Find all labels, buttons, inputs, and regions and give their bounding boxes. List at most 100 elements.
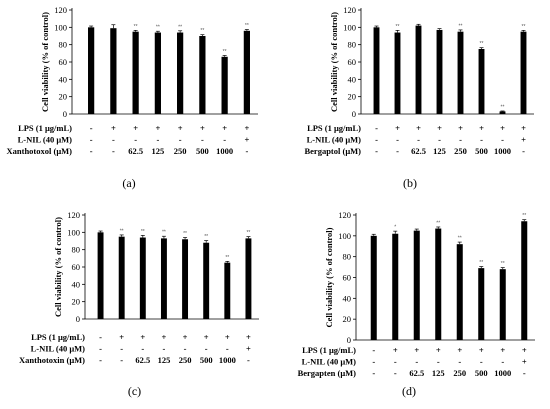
chart-svg: 0 20 40 60 80 100 120 Cell viability (% of cont… [304,5,534,190]
treatment-cell: + [244,123,249,133]
y-tick-label: 40 [59,74,68,84]
y-tick-label: 60 [59,57,68,67]
y-tick-label: 40 [72,279,81,289]
treatment-cell: - [120,344,123,354]
chart-panel-b: 0 20 40 60 80 100 120 Cell viability (% of cont… [275,0,550,204]
treatment-cell: - [372,345,375,355]
significance-mark: ** [120,228,124,234]
treatment-cell: + [244,135,249,145]
treatment-row-label: Xanthotoxol (μM) [7,146,73,156]
treatment-cell: - [90,123,93,133]
treatment-cell: 125 [158,355,171,365]
bar [110,28,117,115]
treatment-cell: 250 [179,355,192,365]
treatment-row-label: LPS (1 μg/mL) [18,123,72,133]
treatment-cell: + [204,332,209,342]
treatment-cell: - [112,135,115,145]
treatment-cell: - [141,344,144,354]
bar [224,262,231,319]
y-tick-label: 120 [338,210,351,220]
treatment-cell: - [375,146,378,156]
significance-mark: ** [223,49,227,55]
treatment-cell: - [112,146,115,156]
significance-mark: ** [436,220,440,226]
panel-label: (a) [122,176,135,190]
treatment-cell: 62.5 [128,146,143,156]
y-tick-label: 60 [343,273,352,283]
y-axis-label: Cell viability (% of control) [40,12,50,112]
y-axis-label: Cell viability (% of control) [324,227,334,327]
treatment-cell: 1000 [494,146,511,156]
y-tick-label: 120 [67,210,80,220]
treatment-cell: 250 [454,146,467,156]
treatment-cell: - [201,135,204,145]
treatment-row-label: L-NIL (40 μM) [302,357,357,367]
bar [88,27,95,114]
treatment-cell: - [394,368,397,378]
significance-mark: ** [458,236,462,242]
significance-mark: ** [245,23,249,29]
significance-mark: ** [501,104,505,110]
treatment-cell: 125 [433,146,446,156]
y-tick-label: 20 [72,297,81,307]
treatment-cell: + [178,123,183,133]
treatment-cell: 500 [475,368,488,378]
bar [199,36,206,114]
bar [436,29,443,114]
y-tick-label: 100 [67,227,80,237]
bar [245,238,252,319]
significance-mark: ** [479,260,483,266]
bar [139,237,146,319]
treatment-cell: - [501,357,504,367]
treatment-cell: + [500,123,505,133]
y-tick-label: 20 [343,314,352,324]
treatment-cell: - [226,344,229,354]
chart-panel-a: 0 20 40 60 80 100 120 Cell viability (% of cont… [0,0,275,204]
significance-mark: ** [141,229,145,235]
treatment-cell: - [90,146,93,156]
treatment-row-label: LPS (1 μg/mL) [302,345,356,355]
treatment-cell: - [205,344,208,354]
treatment-cell: - [523,368,526,378]
panel-label: (c) [128,384,141,398]
significance-mark: ** [134,24,138,30]
bar [435,228,442,340]
y-tick-label: 20 [59,92,68,102]
y-tick-label: 60 [72,262,81,272]
treatment-row-label: L-NIL (40 μM) [18,135,73,145]
y-tick-label: 0 [76,314,80,324]
y-tick-label: 0 [352,109,356,119]
bar [457,31,464,115]
treatment-cell: 1000 [494,368,511,378]
chart-svg: 0 20 40 60 80 100 120 Cell viability (% of cont… [298,210,535,398]
bar [520,31,527,115]
treatment-cell: - [501,135,504,145]
treatment-cell: - [480,135,483,145]
y-tick-label: 100 [343,22,356,32]
treatment-cell: + [479,345,484,355]
treatment-cell: 500 [475,146,488,156]
treatment-cell: + [393,345,398,355]
significance-mark: ** [246,230,250,236]
y-tick-label: 60 [348,57,357,67]
significance-mark: ** [396,24,400,30]
treatment-cell: 62.5 [411,146,426,156]
treatment-cell: - [394,357,397,367]
significance-mark: ** [522,24,526,30]
treatment-cell: 250 [174,146,187,156]
treatment-row-label: Bergaptol (μM) [304,146,361,156]
y-tick-label: 80 [343,252,352,262]
y-tick-label: 0 [347,335,351,345]
panel-label: (b) [403,176,417,190]
y-tick-label: 120 [343,5,356,15]
treatment-cell: - [459,135,462,145]
bar [243,30,250,114]
treatment-cell: - [163,344,166,354]
significance-mark: ** [459,23,463,29]
treatment-cell: + [437,123,442,133]
panel-label: (d) [402,384,416,398]
y-tick-label: 80 [59,40,68,50]
significance-mark: ** [225,255,229,261]
treatment-cell: 62.5 [409,368,424,378]
treatment-cell: - [375,135,378,145]
